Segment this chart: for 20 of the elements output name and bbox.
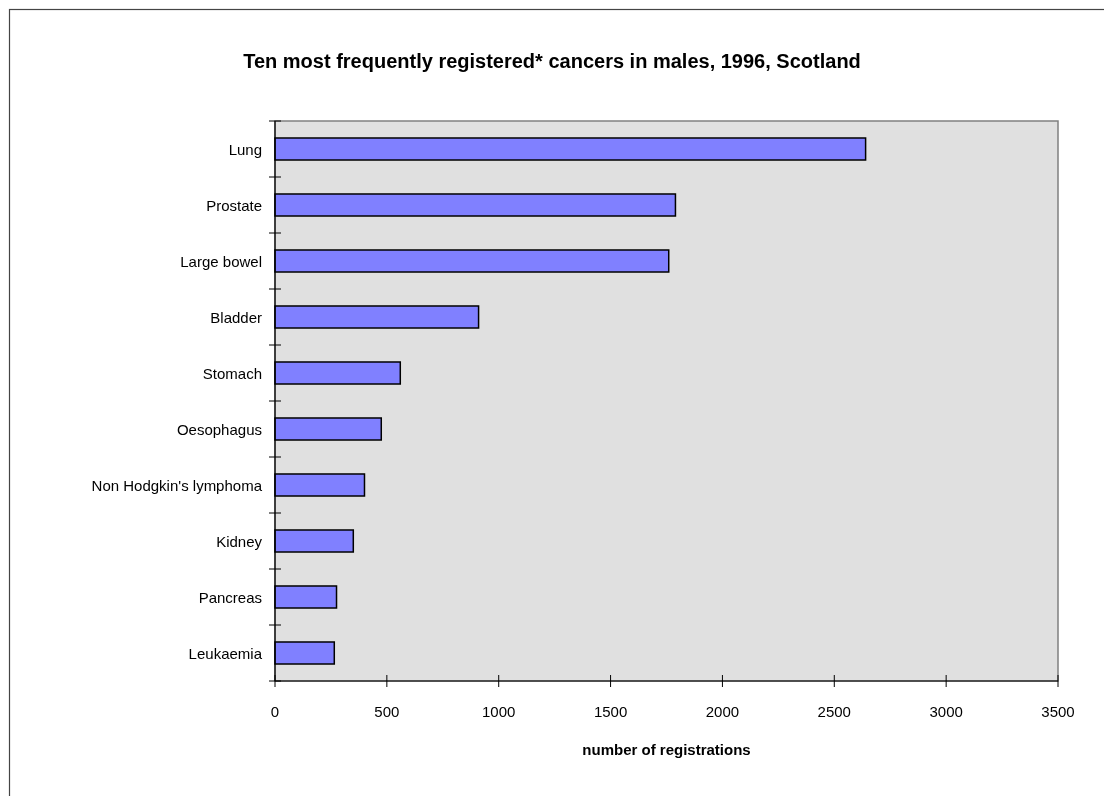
x-tick-label: 2500 bbox=[817, 702, 851, 720]
chart-title: Ten most frequently registered* cancers in males, 1996, Scotland bbox=[243, 50, 861, 72]
y-tick-label: Oesophagus bbox=[176, 420, 262, 438]
x-tick-label: 1000 bbox=[482, 702, 516, 720]
x-tick-label: 3000 bbox=[929, 702, 963, 720]
x-tick-label: 2000 bbox=[705, 702, 740, 720]
x-tick-label: 500 bbox=[374, 702, 400, 720]
x-tick-label: 1500 bbox=[593, 702, 628, 720]
y-tick-label: Stomach bbox=[202, 364, 262, 382]
y-tick-label: Bladder bbox=[210, 308, 262, 326]
x-tick-label: 0 bbox=[270, 702, 280, 720]
x-axis-title: number of registrations bbox=[582, 740, 751, 758]
y-tick-label: Large bowel bbox=[180, 252, 262, 270]
y-tick-label: Lung bbox=[228, 140, 262, 158]
x-tick-label: 3500 bbox=[1041, 702, 1075, 720]
y-tick-label: Kidney bbox=[216, 532, 263, 550]
y-tick-label: Prostate bbox=[206, 196, 262, 214]
y-tick-label: Leukaemia bbox=[188, 644, 263, 662]
y-tick-label: Non Hodgkin's lymphoma bbox=[91, 476, 263, 494]
y-tick-label: Pancreas bbox=[198, 588, 262, 606]
